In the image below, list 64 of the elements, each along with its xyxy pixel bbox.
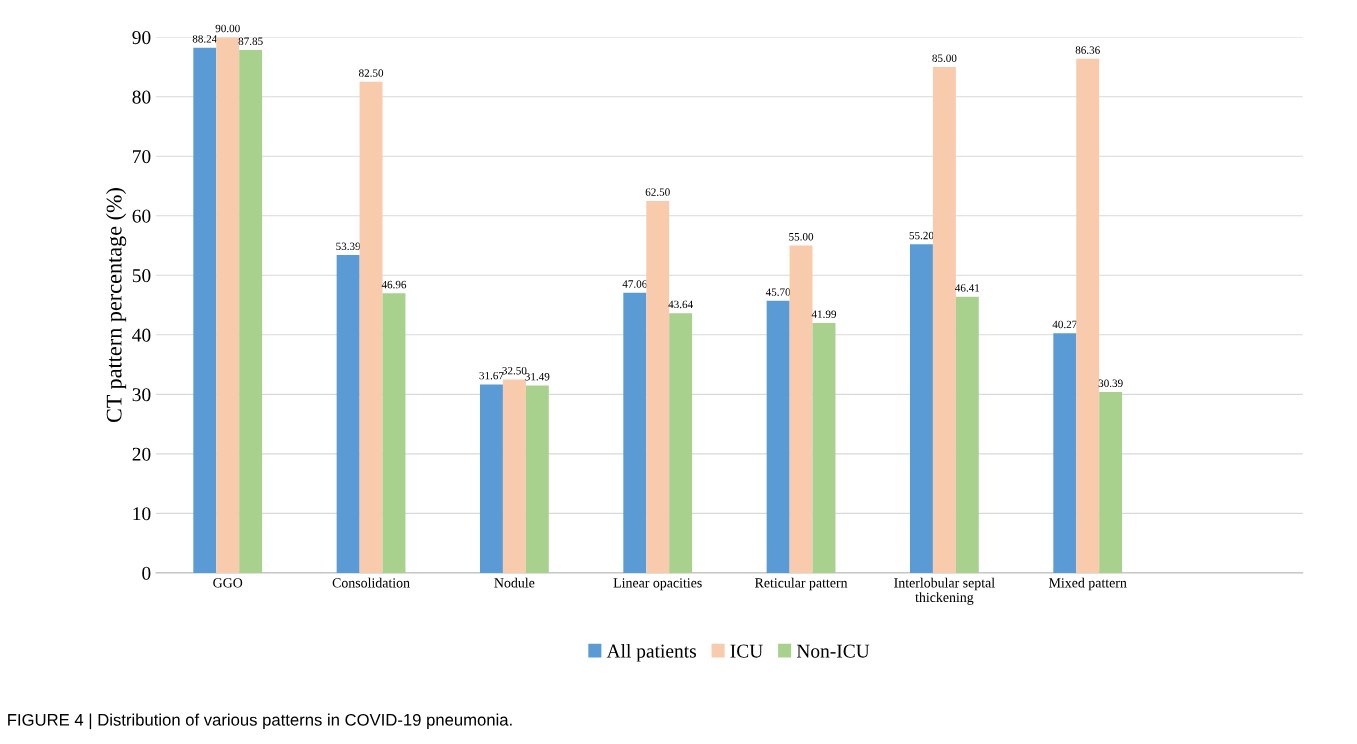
legend-label: Non-ICU: [796, 644, 870, 658]
y-tick-label: 30: [132, 388, 151, 402]
data-label: 30.39: [1098, 379, 1123, 388]
legend-label: All patients: [606, 643, 696, 662]
bar: [502, 379, 526, 573]
data-label: 85.00: [932, 54, 957, 62]
data-label: 90.00: [215, 24, 240, 33]
data-label: 55.20: [909, 231, 934, 240]
data-label: 87.85: [238, 37, 263, 46]
x-tick-label: Nodule: [494, 577, 535, 588]
data-label: 41.99: [811, 310, 837, 318]
x-tick-label: GGO: [213, 578, 243, 588]
caption: FIGURE 4 | Distribution of various patterns in COVID-19 pneumonia.: [8, 713, 512, 730]
x-tick-label: Reticular pattern: [754, 577, 848, 591]
y-tick-label: 60: [132, 209, 151, 223]
bar: [909, 244, 933, 573]
y-tick-label: 20: [132, 447, 151, 461]
bar: [1053, 333, 1077, 573]
bar: [955, 296, 979, 573]
bar: [216, 37, 240, 573]
y-tick-label: 10: [133, 507, 151, 521]
data-label: 46.96: [381, 280, 407, 289]
bar: [669, 313, 693, 573]
y-tick-label: 90: [132, 31, 151, 45]
x-tick-label: Linear opacities: [613, 578, 702, 591]
bar: [1099, 392, 1123, 573]
data-label: 86.36: [1075, 46, 1100, 54]
y-tick-label: 0: [142, 566, 151, 580]
data-label: 32.50: [502, 366, 527, 375]
bar: [382, 293, 406, 573]
y-tick-label: 50: [132, 269, 151, 283]
bar: [766, 300, 790, 573]
y-axis-title: CT pattern percentage (%): [105, 188, 127, 423]
y-tick-label: 40: [132, 328, 151, 342]
bar: [812, 322, 836, 573]
data-label: 88.24: [192, 35, 218, 43]
y-tick-label: 80: [132, 90, 151, 104]
bar: [193, 47, 217, 573]
bar: [932, 66, 956, 573]
bar: [359, 81, 383, 573]
x-tick-label: Interlobular septal thickening: [894, 577, 995, 605]
data-label: 47.06: [622, 280, 647, 288]
data-label: 31.49: [525, 372, 550, 381]
data-label: 40.27: [1052, 320, 1077, 329]
x-tick-label: Consolidation: [332, 577, 410, 588]
data-label: 62.50: [645, 188, 670, 196]
data-label: 46.41: [955, 284, 980, 292]
bar: [525, 385, 549, 573]
y-tick-label: 70: [133, 150, 151, 164]
bar: [336, 255, 360, 573]
bar: [646, 200, 670, 573]
data-label: 43.64: [668, 300, 693, 309]
data-label: 82.50: [358, 69, 384, 77]
x-tick-label: Mixed pattern: [1048, 577, 1127, 591]
bar: [623, 292, 647, 573]
bar: [1076, 58, 1100, 573]
bar: [789, 245, 813, 573]
data-label: 31.67: [479, 371, 504, 380]
data-label: 45.70: [765, 288, 791, 296]
bar: [479, 384, 503, 573]
bar: [239, 50, 263, 573]
data-label: 53.39: [336, 242, 361, 251]
data-label: 55.00: [789, 232, 814, 241]
legend-label: ICU: [730, 644, 763, 658]
